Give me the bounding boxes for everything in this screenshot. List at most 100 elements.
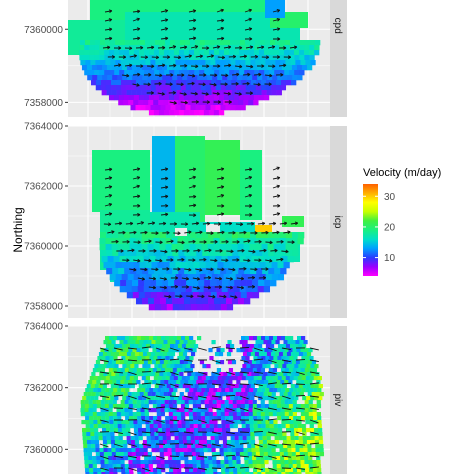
velocity-cell [219,45,225,51]
velocity-cell [296,460,301,465]
velocity-cell [239,340,244,345]
velocity-cell [140,60,146,66]
velocity-cell [213,110,220,116]
velocity-cell [148,110,155,116]
velocity-cell [285,468,290,473]
velocity-cell [230,85,237,91]
velocity-arrow [160,213,169,216]
velocity-cell [84,50,90,56]
velocity-arrow-head [207,275,212,280]
velocity-cell [282,384,287,389]
velocity-cell [317,416,322,421]
velocity-cell [244,460,249,465]
velocity-cell [144,456,149,461]
velocity-cell [303,340,308,345]
velocity-cell [136,232,143,239]
velocity-cell [120,412,125,417]
velocity-cell [135,340,140,345]
velocity-cell [155,105,161,111]
velocity-cell [89,468,94,473]
velocity-cell [245,85,252,91]
velocity-cell [208,95,215,101]
velocity-cell [213,388,218,393]
velocity-cell [306,384,311,389]
velocity-arrow [211,407,221,410]
velocity-cell [194,436,199,441]
velocity-cell [256,268,263,275]
velocity-cell [300,460,305,465]
velocity-cell [145,356,150,361]
velocity-cell [232,460,237,465]
velocity-cell [112,368,118,373]
velocity-cell [120,85,127,91]
velocity-arrow [104,37,113,40]
velocity-cell [309,420,314,425]
velocity-cell [141,420,146,425]
velocity-cell [276,460,281,465]
velocity-arrow-head [221,204,225,208]
velocity-cell [155,340,160,345]
velocity-cell [183,448,188,453]
velocity-cell [241,80,247,86]
velocity-cell [164,460,169,465]
velocity-cell [166,432,171,437]
velocity-cell [118,232,125,239]
velocity-cell [304,368,310,373]
velocity-cell [120,404,126,409]
velocity-arrow-head [155,231,159,235]
velocity-cell [177,344,183,349]
velocity-cell [218,352,224,357]
velocity-cell [121,420,126,425]
velocity-cell [265,416,270,421]
velocity-cell [296,456,301,461]
velocity-cell [147,75,153,81]
y-tick-label: 7360000 [24,445,63,456]
velocity-cell [192,400,197,405]
velocity-arrow [253,358,263,361]
velocity-arrow [295,371,305,376]
velocity-cell [169,416,174,421]
velocity-cell [172,460,177,465]
velocity-cell [275,85,282,91]
velocity-cell [174,364,179,369]
velocity-arrow [295,431,305,435]
velocity-cell [228,400,233,405]
velocity-cell [102,432,107,437]
velocity-arrow [146,46,155,49]
velocity-cell [167,452,173,457]
velocity-cell [218,110,225,116]
velocity-cell [197,420,202,425]
velocity-cell [290,364,295,369]
velocity-cell [203,448,208,453]
velocity-cell [303,448,308,453]
velocity-cell [284,380,289,385]
velocity-cell [206,80,212,86]
velocity-cell [142,232,149,239]
velocity-arrow-head [258,239,262,244]
velocity-cell [95,40,101,46]
velocity-cell [200,408,205,413]
velocity-cell [142,440,148,445]
velocity-cell [303,452,309,457]
velocity-cell [233,376,238,381]
velocity-cell [190,232,197,239]
velocity-arrow [216,177,224,180]
velocity-cell [297,238,304,245]
velocity-cell [156,408,161,413]
velocity-arrow-head [118,46,122,50]
velocity-cell [130,250,137,257]
velocity-arrow [155,358,166,361]
velocity-cell [191,372,196,377]
velocity-cell [171,238,178,245]
velocity-arrow [160,177,169,180]
velocity-cell [270,85,277,91]
velocity-cell [268,380,273,385]
velocity-cell [152,380,157,385]
velocity-cell [192,460,197,465]
velocity-cell [296,464,301,469]
velocity-cell [123,444,128,449]
velocity-cell [138,428,143,433]
velocity-cell [220,304,228,311]
velocity-arrow-head [108,202,113,207]
velocity-cell [279,372,284,377]
